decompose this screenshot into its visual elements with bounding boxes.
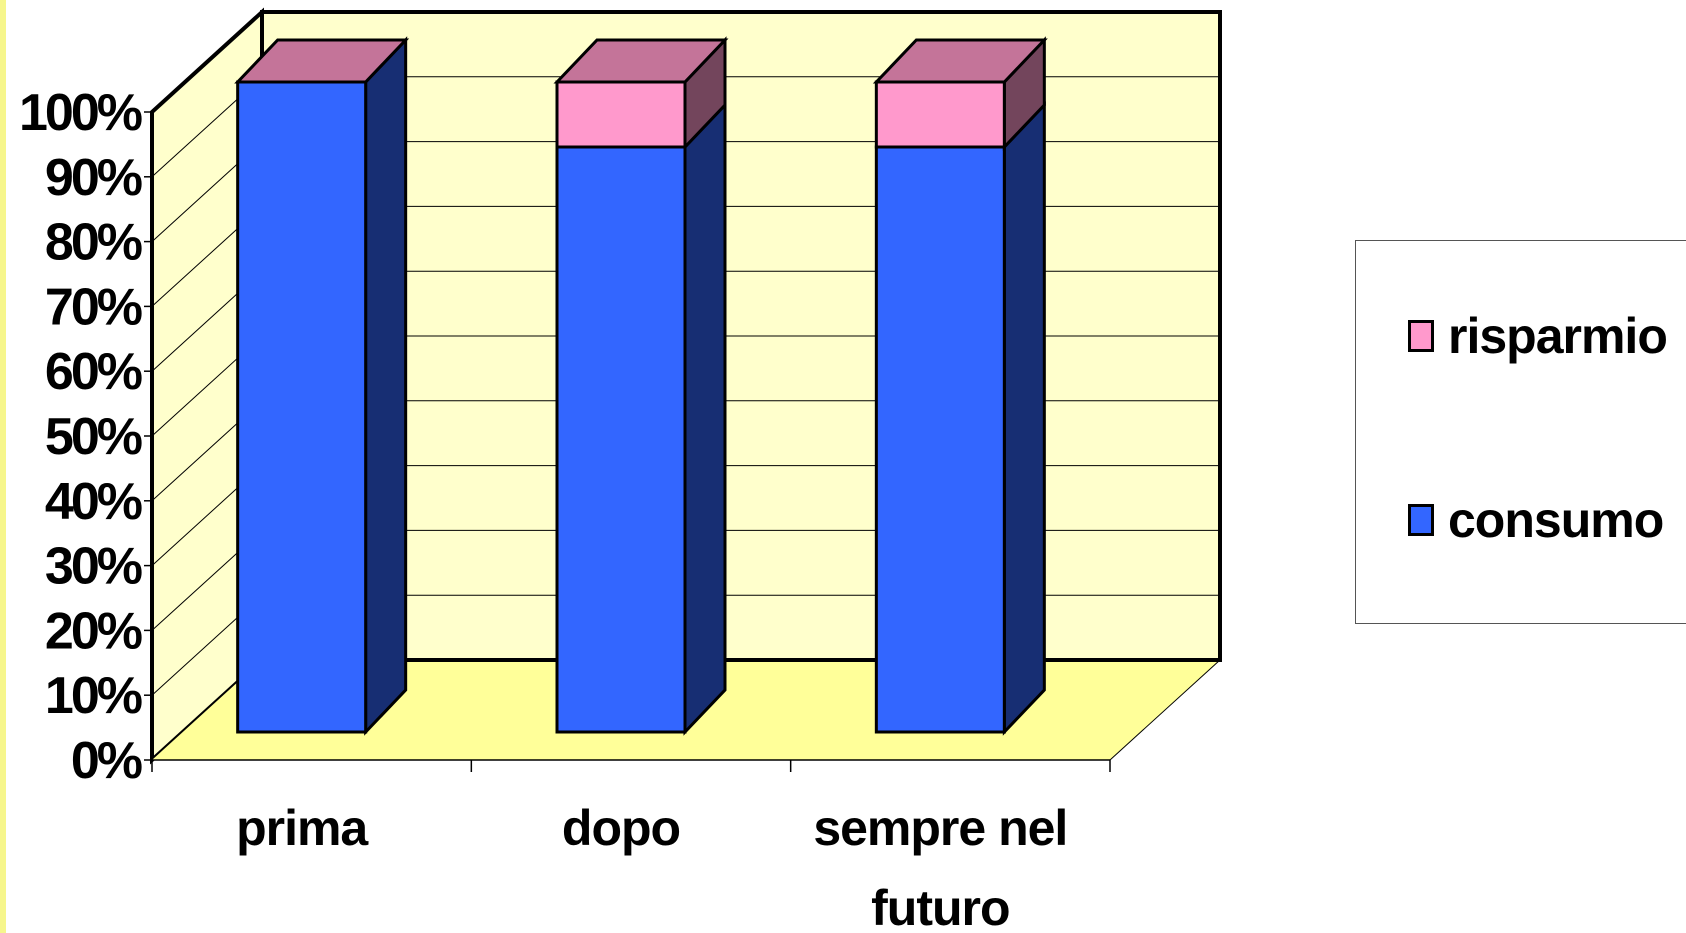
bar-consumo-1	[555, 145, 687, 734]
y-tick-label: 10%	[45, 667, 142, 725]
legend: risparmio consumo	[1355, 240, 1686, 624]
legend-label-consumo: consumo	[1448, 492, 1664, 548]
y-tick-label: 0%	[71, 732, 142, 790]
y-tick-labels: 0% 10% 20% 30% 40% 50% 60% 70% 80% 90% 100%	[19, 84, 145, 790]
legend-item-risparmio: risparmio	[1408, 307, 1668, 365]
y-tick-label: 90%	[45, 149, 142, 207]
y-tick-label: 70%	[45, 278, 142, 336]
legend-swatch-risparmio	[1408, 320, 1434, 352]
bar-risparmio-2	[874, 80, 1006, 149]
gridline-side	[151, 11, 263, 113]
axes	[144, 111, 1111, 772]
x-tick-label: dopo	[562, 800, 680, 856]
bar-side-consumo-2	[1002, 101, 1046, 736]
x-tick-label: prima	[236, 800, 369, 856]
y-tick-label: 40%	[45, 473, 142, 531]
bar-top-2	[872, 38, 1048, 84]
bar-top-0	[234, 38, 410, 84]
bar-risparmio-1	[555, 80, 687, 149]
bar-consumo-0	[236, 80, 368, 734]
y-tick-label: 60%	[45, 343, 142, 401]
bar-side-consumo-1	[683, 101, 727, 736]
x-tick-label: sempre nel futuro	[813, 800, 1067, 933]
bar-consumo-2	[874, 145, 1006, 734]
y-tick-label: 30%	[45, 538, 142, 596]
slide-accent-strip	[0, 0, 6, 933]
floor-right-edge	[1109, 659, 1221, 761]
legend-label-risparmio: risparmio	[1448, 308, 1668, 364]
bar-side-consumo-0	[364, 36, 408, 736]
y-tick-label: 80%	[45, 214, 142, 272]
bars	[234, 36, 1048, 736]
legend-item-consumo: consumo	[1408, 491, 1664, 549]
x-category-labels: prima dopo sempre nel futuro	[236, 800, 1068, 933]
legend-swatch-consumo	[1408, 504, 1434, 536]
y-tick-label: 20%	[45, 602, 142, 660]
y-tick-label: 50%	[45, 408, 142, 466]
y-tick-label: 100%	[19, 84, 142, 142]
bar-top-1	[553, 38, 729, 84]
